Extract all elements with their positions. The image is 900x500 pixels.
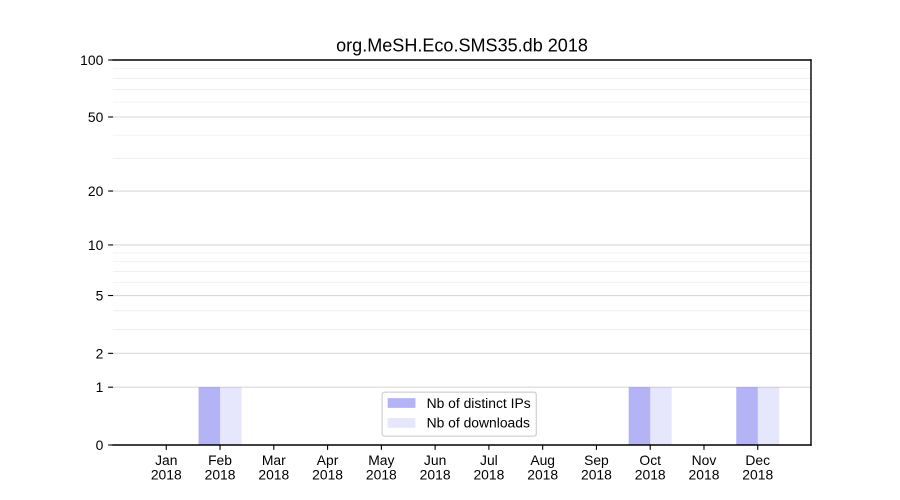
svg-text:Oct: Oct — [639, 452, 661, 468]
svg-text:Mar: Mar — [262, 452, 286, 468]
svg-text:May: May — [368, 452, 394, 468]
svg-text:Jan: Jan — [155, 452, 177, 468]
svg-text:2018: 2018 — [366, 467, 397, 483]
svg-text:Aug: Aug — [530, 452, 555, 468]
svg-text:0: 0 — [96, 437, 104, 453]
svg-text:2018: 2018 — [420, 467, 451, 483]
svg-text:Apr: Apr — [317, 452, 339, 468]
svg-text:Feb: Feb — [208, 452, 232, 468]
svg-text:2018: 2018 — [742, 467, 773, 483]
svg-text:2018: 2018 — [635, 467, 666, 483]
svg-text:Nb of downloads: Nb of downloads — [427, 415, 530, 431]
svg-text:2: 2 — [96, 345, 104, 361]
svg-text:Jul: Jul — [480, 452, 498, 468]
svg-text:1: 1 — [96, 379, 104, 395]
svg-text:2018: 2018 — [312, 467, 343, 483]
svg-text:2018: 2018 — [151, 467, 182, 483]
svg-text:100: 100 — [80, 52, 103, 68]
svg-text:2018: 2018 — [205, 467, 236, 483]
svg-text:2018: 2018 — [527, 467, 558, 483]
svg-text:org.MeSH.Eco.SMS35.db 2018: org.MeSH.Eco.SMS35.db 2018 — [336, 36, 588, 56]
svg-text:2018: 2018 — [689, 467, 720, 483]
svg-text:5: 5 — [96, 288, 104, 304]
svg-text:Jun: Jun — [424, 452, 446, 468]
svg-text:2018: 2018 — [258, 467, 289, 483]
svg-text:2018: 2018 — [581, 467, 612, 483]
svg-text:Dec: Dec — [745, 452, 770, 468]
svg-text:20: 20 — [88, 183, 104, 199]
svg-text:Nb of distinct IPs: Nb of distinct IPs — [427, 395, 531, 411]
svg-text:Sep: Sep — [584, 452, 609, 468]
svg-text:10: 10 — [88, 237, 104, 253]
svg-text:50: 50 — [88, 109, 104, 125]
svg-text:2018: 2018 — [473, 467, 504, 483]
svg-text:Nov: Nov — [692, 452, 717, 468]
